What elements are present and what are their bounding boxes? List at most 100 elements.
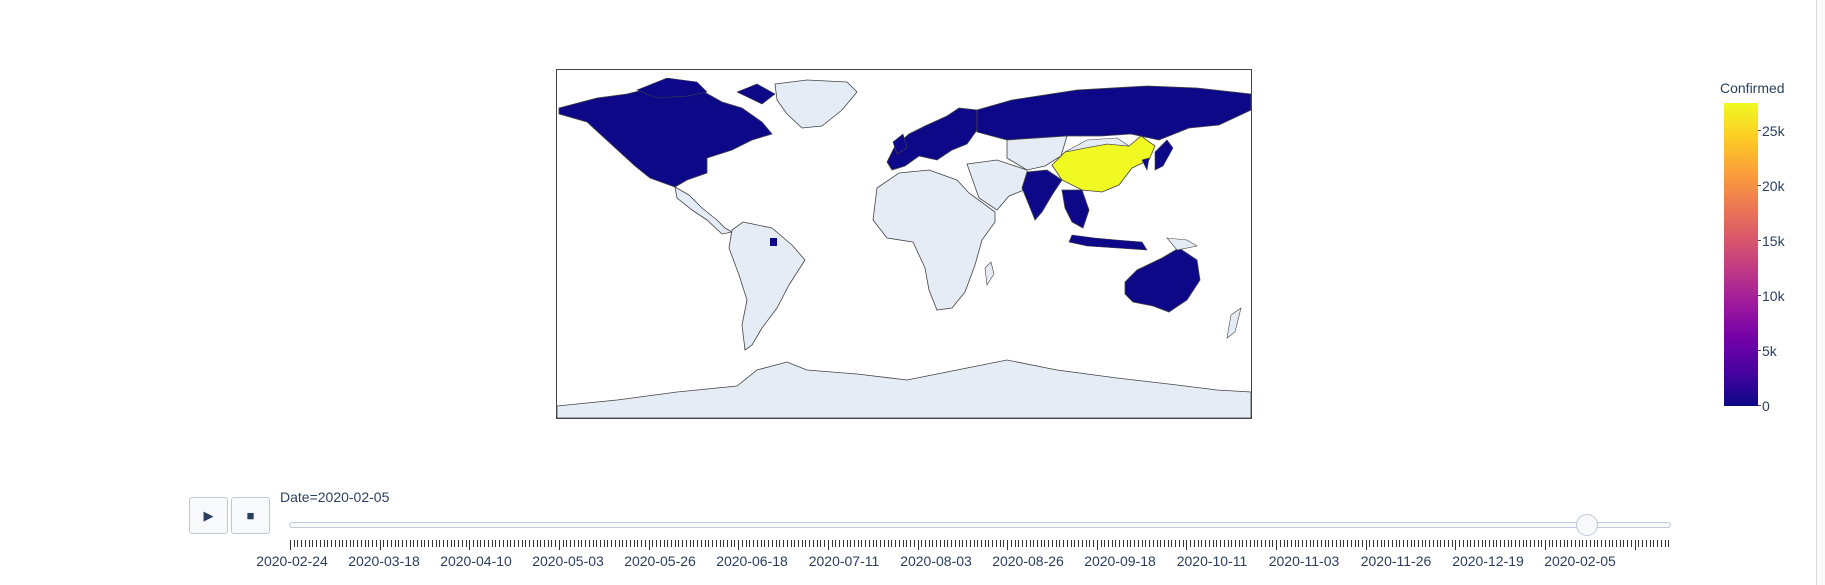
slider-step-label[interactable]: 2020-10-11 xyxy=(1176,553,1248,569)
slider-tick xyxy=(1556,540,1558,547)
slider-step-label[interactable]: 2020-04-10 xyxy=(440,553,512,569)
slider-rail[interactable] xyxy=(289,522,1671,528)
slider-tick xyxy=(667,540,669,547)
slider-tick xyxy=(1063,540,1065,547)
slider-step-label[interactable]: 2020-08-03 xyxy=(900,553,972,569)
slider-tick xyxy=(1429,540,1431,547)
mongolia-region xyxy=(1064,137,1130,153)
southeast-asia-region[interactable] xyxy=(1061,189,1090,229)
slider-tick xyxy=(1350,540,1352,547)
japan-region[interactable] xyxy=(1154,139,1174,171)
slider-tick xyxy=(387,540,389,547)
slider-tick xyxy=(663,540,665,547)
slider-tick xyxy=(1283,540,1285,547)
world-choropleth-map[interactable] xyxy=(556,69,1252,419)
slider-tick xyxy=(614,540,616,547)
stop-button[interactable]: ■ xyxy=(231,497,270,534)
slider-tick xyxy=(1444,540,1446,547)
slider-tick xyxy=(652,540,654,547)
slider-tick xyxy=(1208,540,1210,547)
slider-tick xyxy=(1201,540,1203,547)
north-america-region[interactable] xyxy=(558,83,773,188)
slider-tick xyxy=(585,540,587,547)
australia-region[interactable] xyxy=(1124,247,1201,313)
slider-tick xyxy=(700,540,702,547)
slider-step-label[interactable]: 2020-05-26 xyxy=(624,553,696,569)
slider-step-label[interactable]: 2020-08-26 xyxy=(992,553,1064,569)
slider-step-label[interactable]: 2020-02-05 xyxy=(1544,553,1616,569)
window-scrollbar-edge[interactable] xyxy=(1816,0,1825,585)
slider-tick xyxy=(1022,540,1024,547)
slider-tick xyxy=(551,540,553,547)
slider-tick xyxy=(543,540,545,547)
slider-tick xyxy=(316,540,318,547)
slider-tick xyxy=(730,540,732,547)
slider-step-label[interactable]: 2020-11-26 xyxy=(1360,553,1432,569)
slider-step-label[interactable]: 2020-12-19 xyxy=(1452,553,1524,569)
slider-tick xyxy=(1462,540,1464,547)
slider-tick xyxy=(1354,540,1356,547)
slider-tick xyxy=(1436,540,1438,547)
slider-step-label[interactable]: 2020-02-24 xyxy=(256,553,328,569)
slider-tick xyxy=(1003,540,1005,547)
slider-step-label[interactable]: 2020-07-11 xyxy=(808,553,880,569)
slider-step-label[interactable]: 2020-06-18 xyxy=(716,553,788,569)
slider-tick xyxy=(988,540,990,547)
slider-tick xyxy=(1249,540,1251,547)
slider-tick xyxy=(712,540,714,547)
papua-region xyxy=(1166,237,1198,251)
slider-tick xyxy=(883,540,885,547)
slider-step-label[interactable]: 2020-09-18 xyxy=(1084,553,1156,569)
slider-tick xyxy=(588,540,590,547)
slider-tick xyxy=(383,540,385,547)
slider-tick xyxy=(947,540,949,547)
slider-handle[interactable] xyxy=(1575,514,1598,536)
slider-tick xyxy=(1376,540,1378,547)
slider-tick xyxy=(375,540,377,547)
slider-tick xyxy=(872,540,874,547)
slider-tick xyxy=(327,540,329,547)
slider-tick xyxy=(678,540,680,547)
slider-tick xyxy=(1298,540,1300,547)
slider-tick xyxy=(1190,540,1192,547)
slider-tick xyxy=(297,540,299,547)
slider-tick xyxy=(1320,540,1322,547)
slider-tick xyxy=(1238,540,1240,547)
slider-tick xyxy=(1332,540,1334,547)
korea-region[interactable] xyxy=(1141,157,1150,171)
slider-tick xyxy=(1287,540,1289,547)
slider-tick xyxy=(1459,540,1461,547)
slider-tick xyxy=(1137,540,1139,547)
slider-tick xyxy=(1425,540,1427,547)
slider-tick xyxy=(697,540,699,547)
slider-tick xyxy=(1175,540,1177,547)
slider-tick xyxy=(1619,540,1621,547)
india-region[interactable] xyxy=(1021,169,1063,221)
slider-tick xyxy=(1559,540,1561,547)
slider-tick xyxy=(618,540,620,547)
slider-tick xyxy=(424,540,426,547)
slider-tick xyxy=(1220,540,1222,547)
indonesia-islands[interactable] xyxy=(1068,234,1148,251)
slider-tick xyxy=(465,540,467,547)
play-button[interactable]: ▶ xyxy=(189,497,228,534)
canada-islands xyxy=(636,77,776,105)
slider-tick xyxy=(342,540,344,547)
slider-tick xyxy=(510,540,512,547)
slider-tick xyxy=(682,540,684,547)
slider-step-label[interactable]: 2020-05-03 xyxy=(532,553,604,569)
slider-tick xyxy=(1593,540,1595,547)
madagascar-region xyxy=(984,261,995,286)
slider-tick xyxy=(835,540,837,547)
slider-tick xyxy=(439,540,441,547)
slider-tick xyxy=(1007,540,1009,550)
slider-tick xyxy=(581,540,583,547)
russia-region[interactable] xyxy=(976,85,1251,141)
slider-tick xyxy=(1055,540,1057,547)
slider-tick xyxy=(1160,540,1162,547)
slider-step-label[interactable]: 2020-11-03 xyxy=(1268,553,1340,569)
slider-tick xyxy=(293,540,295,547)
slider-step-label[interactable]: 2020-03-18 xyxy=(348,553,420,569)
slider-tick xyxy=(1178,540,1180,547)
slider-tick xyxy=(977,540,979,547)
